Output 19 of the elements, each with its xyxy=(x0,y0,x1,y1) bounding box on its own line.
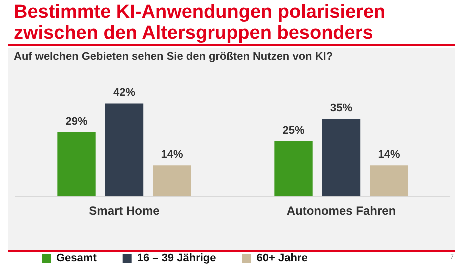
chart-title: Bestimmte KI-Anwendungen polarisieren zwischen den Altersgruppen besonders xyxy=(14,2,387,44)
data-label: 25% xyxy=(282,124,305,137)
bar xyxy=(274,141,313,197)
data-label: 14% xyxy=(378,149,400,162)
bar xyxy=(153,166,192,197)
legend-label: 60+ Jahre xyxy=(256,252,308,265)
bar xyxy=(322,119,361,197)
data-label: 35% xyxy=(330,102,353,115)
bar xyxy=(105,104,144,197)
chart-subtitle: Auf welchen Gebieten sehen Sie den größten Nutzen von KI? xyxy=(14,51,334,63)
x-tick-label: Autonomes Fahren xyxy=(286,204,396,218)
x-tick-label: Smart Home xyxy=(89,204,160,218)
data-label: 14% xyxy=(161,149,184,162)
legend-label: Gesamt xyxy=(56,252,98,265)
data-label: 42% xyxy=(113,87,136,100)
bar xyxy=(58,132,96,197)
bar xyxy=(370,166,408,197)
legend-label: 16 – 39 Jährige xyxy=(137,252,216,265)
data-label: 29% xyxy=(66,116,88,128)
